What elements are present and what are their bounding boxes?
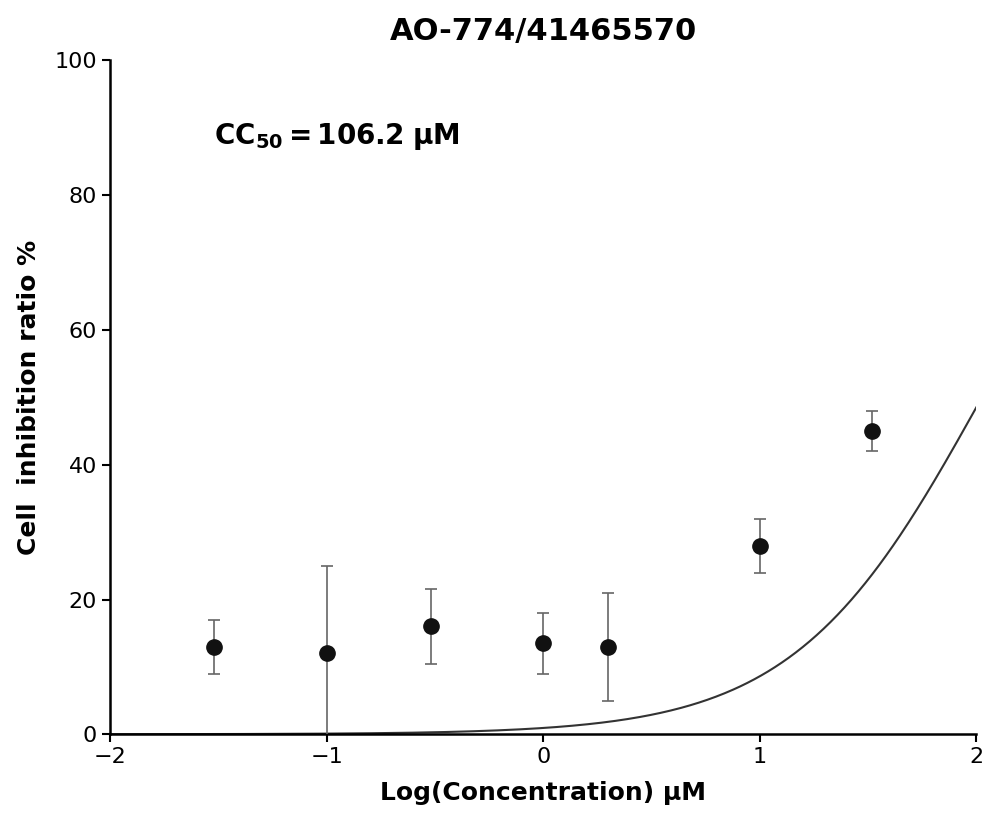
- Y-axis label: Cell  inhibition ratio %: Cell inhibition ratio %: [17, 240, 41, 555]
- X-axis label: Log(Concentration) μM: Log(Concentration) μM: [380, 782, 706, 806]
- Text: $\mathbf{CC_{50}}$$\mathbf{ = 106.2\ \mu M}$: $\mathbf{CC_{50}}$$\mathbf{ = 106.2\ \mu…: [214, 121, 460, 152]
- Title: AO-774/41465570: AO-774/41465570: [390, 16, 697, 46]
